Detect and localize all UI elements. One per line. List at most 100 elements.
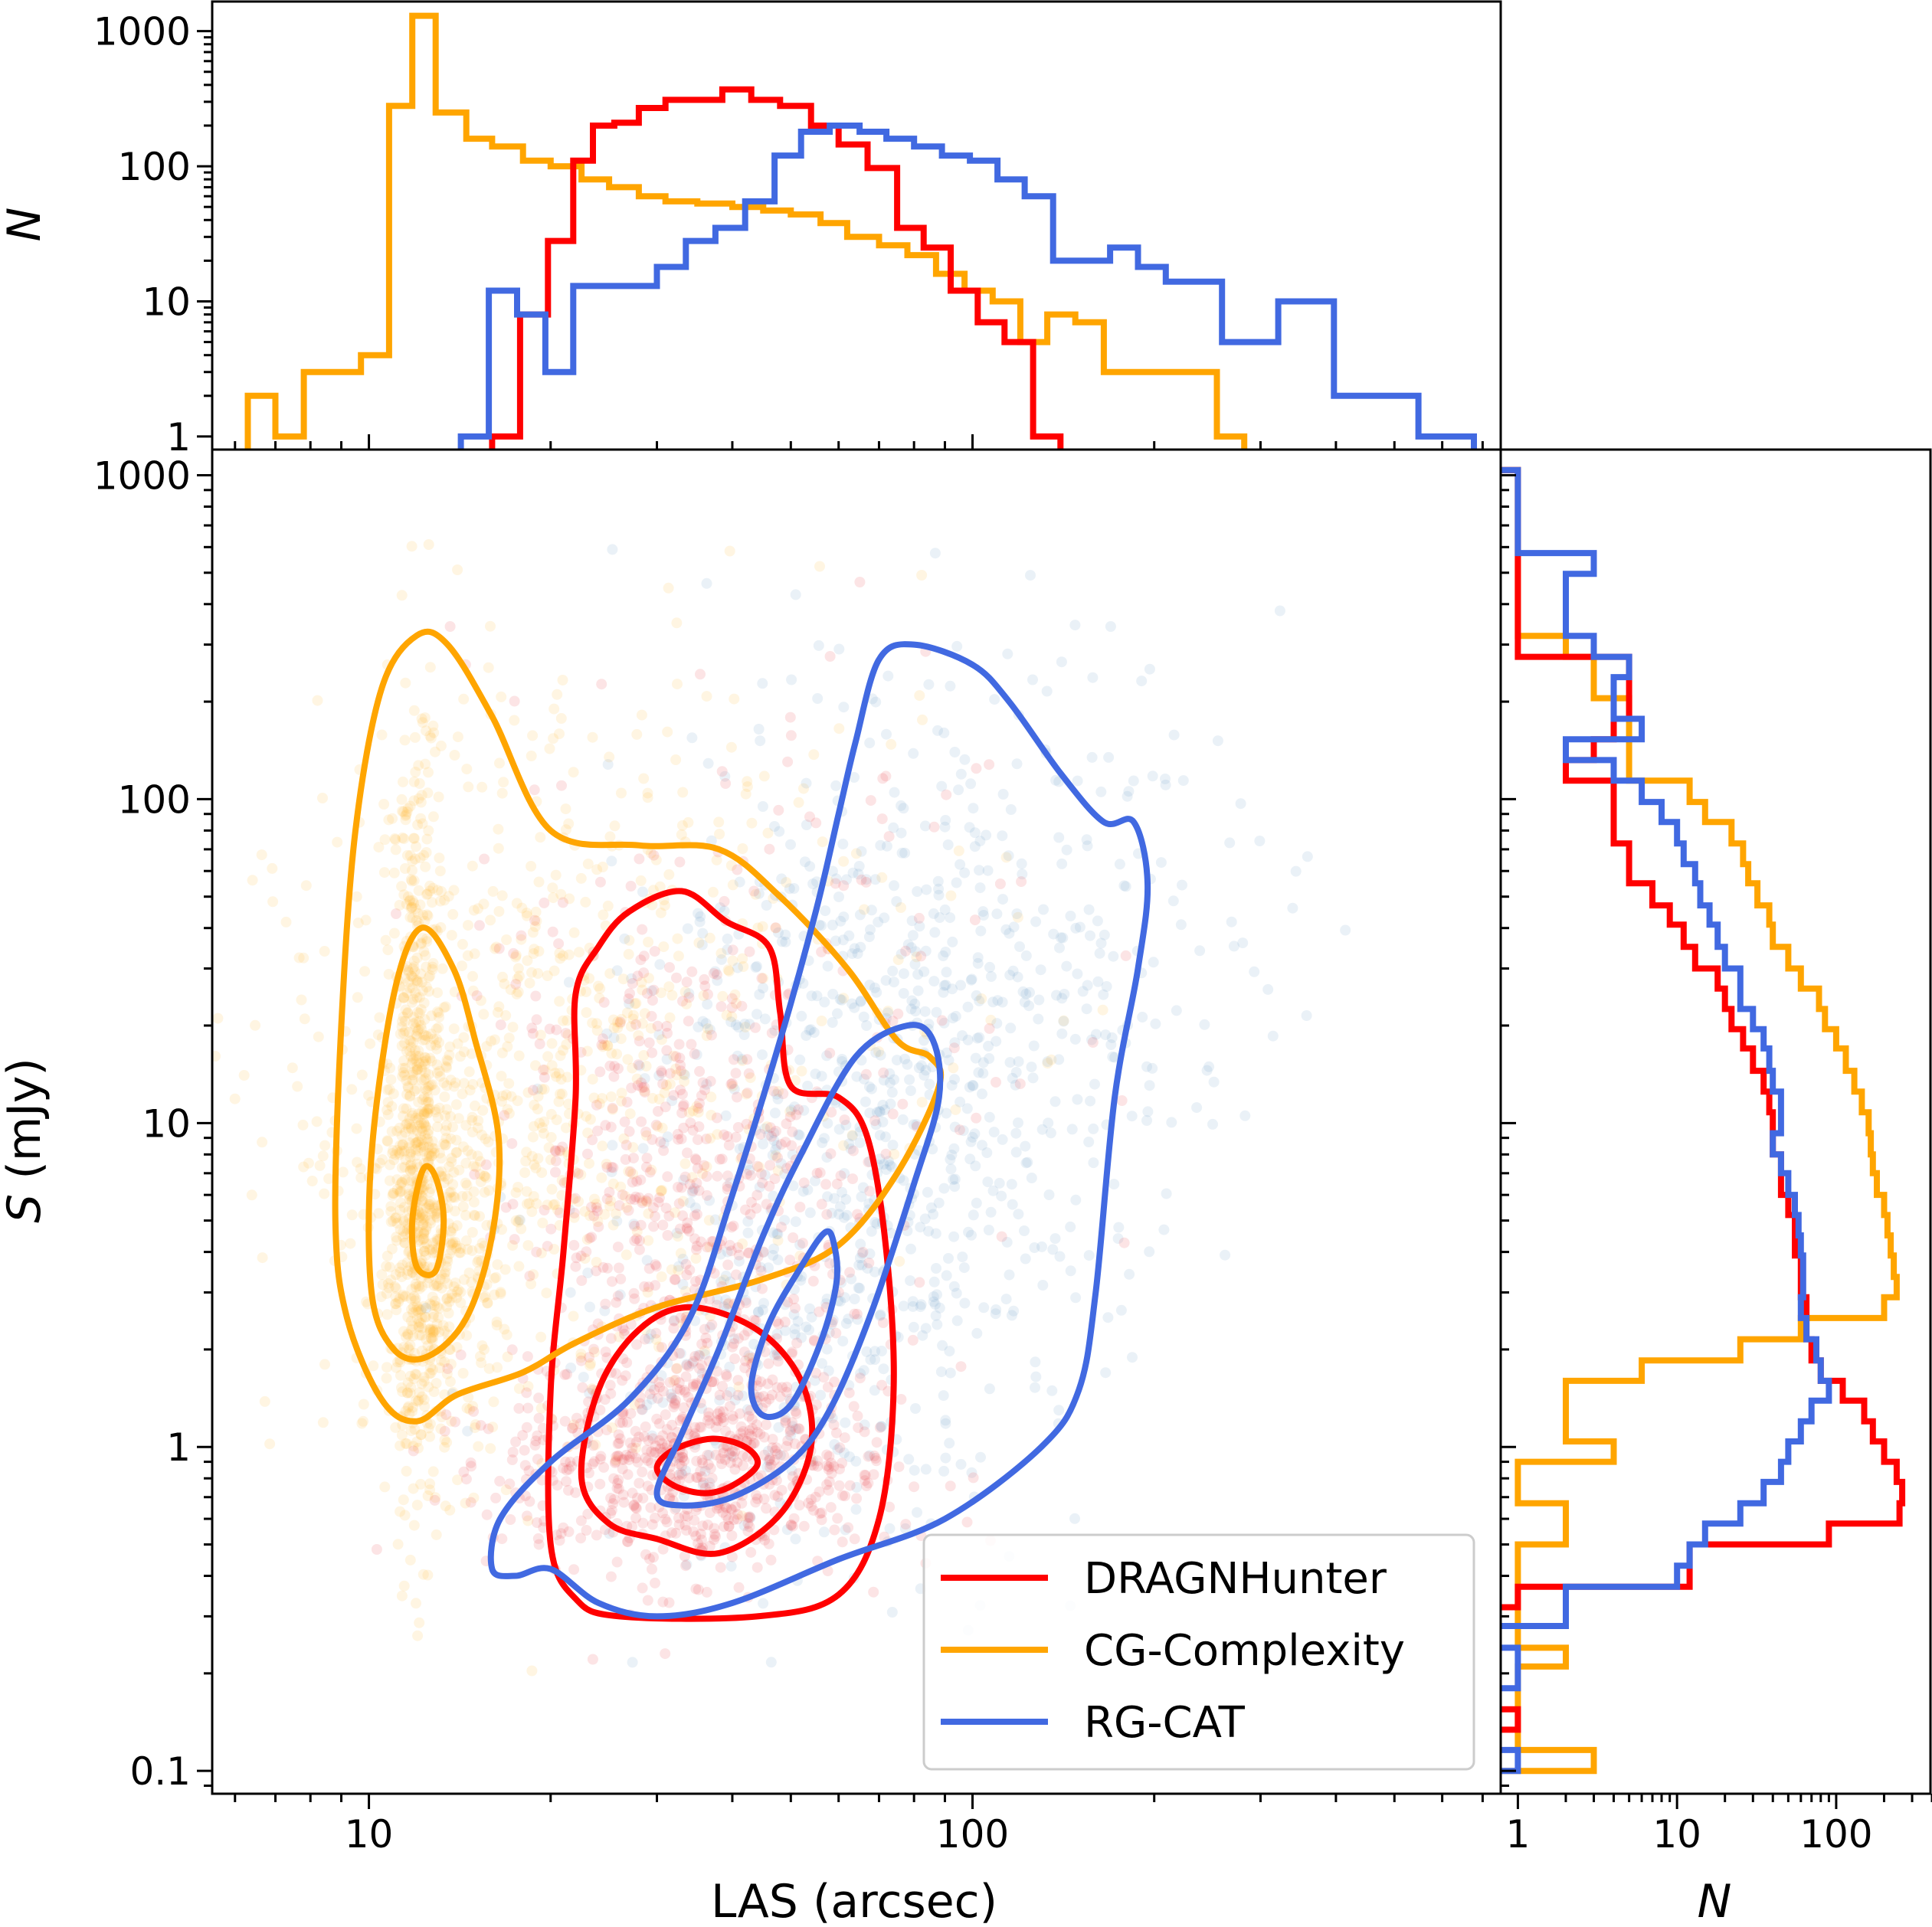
scatter-point — [473, 1115, 484, 1127]
scatter-point — [673, 1264, 684, 1276]
scatter-point — [465, 1457, 476, 1468]
scatter-point — [404, 1387, 416, 1399]
scatter-point — [411, 915, 422, 926]
scatter-point — [450, 1278, 461, 1288]
scatter-point — [683, 992, 695, 1003]
scatter-point — [729, 1395, 741, 1406]
scatter-point — [431, 1208, 443, 1219]
scatter-point — [915, 950, 927, 962]
scatter-point — [440, 1125, 451, 1137]
scatter-point — [646, 1458, 657, 1468]
scatter-point — [371, 1163, 382, 1175]
scatter-point — [1012, 911, 1023, 923]
scatter-point — [1010, 1127, 1022, 1139]
scatter-point — [688, 1526, 699, 1537]
scatter-point — [698, 1477, 709, 1489]
scatter-point — [420, 1052, 431, 1064]
scatter-point — [411, 1061, 423, 1072]
scatter-point — [996, 1190, 1007, 1202]
scatter-point — [751, 1419, 762, 1431]
scatter-point — [1008, 1305, 1020, 1317]
scatter-point — [298, 1161, 309, 1173]
scatter-point — [916, 1060, 927, 1071]
scatter-point — [864, 1081, 875, 1092]
scatter-point — [539, 1071, 550, 1083]
scatter-point — [416, 1117, 427, 1129]
scatter-point — [916, 1097, 928, 1108]
scatter-point — [617, 1489, 629, 1500]
scatter-point — [1030, 1356, 1041, 1368]
scatter-point — [724, 1361, 735, 1372]
scatter-point — [554, 1535, 565, 1546]
scatter-point — [686, 1172, 698, 1183]
scatter-point — [460, 1120, 472, 1131]
scatter-point — [723, 1520, 735, 1532]
scatter-point — [758, 1391, 769, 1402]
scatter-point — [404, 1090, 416, 1101]
scatter-point — [919, 820, 931, 832]
scatter-point — [673, 1182, 683, 1193]
scatter-point — [403, 1123, 414, 1134]
right-x-tick-label: 100 — [1799, 1812, 1872, 1857]
scatter-point — [458, 1078, 470, 1089]
scatter-point — [922, 1186, 933, 1198]
scatter-point — [656, 1271, 667, 1282]
scatter-point — [605, 1333, 617, 1344]
scatter-point — [638, 950, 650, 962]
scatter-point — [776, 1484, 788, 1496]
scatter-point — [788, 1309, 800, 1320]
scatter-point — [880, 1131, 891, 1143]
scatter-point — [859, 1426, 870, 1438]
scatter-point — [418, 1214, 430, 1225]
scatter-point — [434, 1147, 446, 1159]
scatter-point — [899, 847, 911, 859]
scatter-point — [395, 1204, 406, 1215]
scatter-point — [489, 1289, 500, 1300]
scatter-point — [413, 1108, 424, 1120]
scatter-point — [930, 1228, 941, 1239]
scatter-point — [788, 1232, 799, 1243]
scatter-point — [810, 817, 822, 829]
scatter-point — [627, 1448, 638, 1459]
scatter-point — [1118, 1237, 1130, 1248]
scatter-point — [521, 1510, 532, 1522]
scatter-point — [749, 1438, 760, 1449]
scatter-point — [764, 843, 775, 855]
scatter-point — [683, 1225, 695, 1237]
scatter-point — [604, 751, 615, 763]
scatter-point — [465, 1497, 476, 1508]
scatter-point — [708, 968, 719, 979]
scatter-point — [673, 1513, 684, 1523]
scatter-point — [699, 973, 710, 985]
scatter-point — [1262, 983, 1274, 995]
scatter-point — [671, 972, 682, 983]
scatter-point — [816, 1514, 827, 1526]
scatter-point — [419, 1108, 431, 1120]
scatter-point — [451, 1147, 463, 1158]
scatter-point — [991, 1077, 1001, 1088]
scatter-point — [1061, 844, 1072, 856]
scatter-point — [807, 1275, 819, 1287]
scatter-point — [702, 1520, 713, 1530]
scatter-point — [863, 931, 875, 943]
scatter-point — [786, 1519, 797, 1530]
scatter-point — [701, 1189, 712, 1201]
scatter-point — [411, 977, 423, 988]
scatter-point — [898, 988, 909, 999]
scatter-point — [676, 1461, 687, 1472]
scatter-point — [648, 984, 660, 996]
scatter-point — [1058, 1016, 1069, 1027]
scatter-point — [732, 1513, 743, 1525]
scatter-point — [720, 778, 732, 789]
scatter-point — [771, 1382, 783, 1393]
scatter-point — [423, 1381, 434, 1392]
scatter-point — [722, 964, 734, 976]
scatter-point — [755, 1261, 766, 1273]
scatter-point — [446, 930, 457, 941]
scatter-point — [526, 1150, 538, 1162]
scatter-point — [725, 1457, 736, 1468]
scatter-point — [714, 1405, 725, 1417]
scatter-point — [854, 1372, 866, 1384]
scatter-point — [510, 950, 522, 961]
scatter-point — [584, 1158, 594, 1170]
